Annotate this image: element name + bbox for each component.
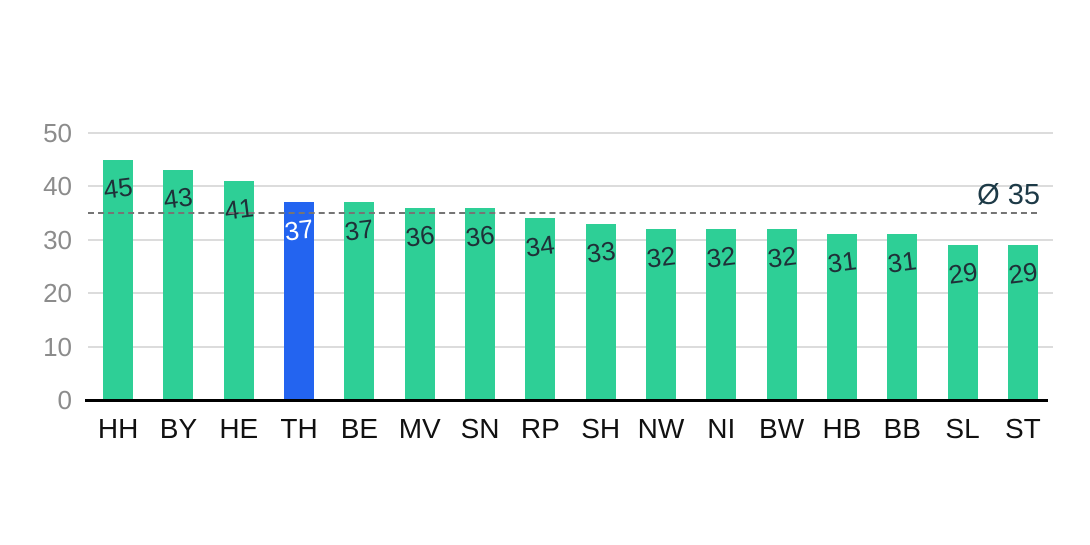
- bar-value-label-hb: 31: [825, 245, 859, 280]
- y-axis-tick-label: 40: [43, 171, 72, 202]
- bar-value-label-bb: 31: [886, 245, 919, 280]
- x-axis-label-nw: NW: [637, 413, 685, 444]
- bar-mv: [404, 207, 435, 400]
- bar-value-label-th: 37: [282, 213, 316, 248]
- bar-value-label-ni: 32: [705, 240, 738, 274]
- bar-sl: [947, 245, 978, 400]
- x-axis-label-sl: SL: [945, 413, 980, 444]
- x-axis-label-bw: BW: [759, 413, 805, 444]
- bar-sn: [465, 207, 496, 400]
- average-label: Ø 35: [977, 179, 1040, 212]
- bar-value-label-sl: 29: [946, 256, 979, 290]
- x-axis-label-sn: SN: [460, 413, 500, 444]
- bar-rp: [525, 218, 556, 400]
- x-axis-label-sh: SH: [581, 413, 621, 444]
- gridline-50: [88, 132, 1053, 134]
- x-axis-label-hh: HH: [97, 413, 139, 444]
- x-axis-label-st: ST: [1004, 413, 1041, 444]
- bar-st: [1007, 245, 1038, 400]
- bar-value-label-mv: 36: [403, 219, 436, 253]
- x-axis-label-th: TH: [280, 413, 318, 444]
- y-axis-tick-label: 0: [57, 385, 72, 415]
- x-axis-label-be: BE: [340, 413, 379, 444]
- x-axis-line: [85, 399, 1048, 402]
- bar-value-label-be: 37: [343, 213, 376, 248]
- bar-bb: [887, 234, 918, 400]
- bar-value-label-sh: 33: [584, 235, 617, 269]
- bar-sh: [585, 223, 616, 400]
- bar-value-label-sn: 36: [463, 219, 497, 253]
- bar-value-label-by: 43: [162, 181, 195, 216]
- bar-value-label-bw: 32: [765, 240, 798, 274]
- bar-ni: [706, 229, 737, 400]
- gridline-20: [88, 292, 1053, 295]
- bar-value-label-he: 41: [222, 192, 255, 226]
- x-axis-label-he: HE: [219, 413, 259, 444]
- bar-nw: [645, 229, 676, 400]
- y-axis-tick-label: 50: [43, 118, 72, 148]
- x-axis-label-hb: HB: [822, 413, 862, 444]
- bar-hh: [103, 159, 134, 400]
- y-axis-tick-label: 10: [43, 331, 72, 362]
- gridline-30: [88, 238, 1053, 241]
- bar-he: [223, 181, 254, 400]
- x-axis-label-bb: BB: [883, 413, 921, 444]
- bar-by: [163, 170, 194, 400]
- y-axis-tick-label: 20: [43, 278, 72, 309]
- gridline-40: [88, 185, 1053, 188]
- x-axis-label-ni: NI: [707, 413, 736, 444]
- bar-value-label-rp: 34: [524, 229, 557, 264]
- y-axis-tick-label: 30: [43, 224, 72, 255]
- x-axis-label-by: BY: [159, 413, 198, 444]
- bar-hb: [826, 234, 857, 400]
- bar-value-label-hh: 45: [101, 171, 135, 205]
- bar-bw: [766, 229, 797, 400]
- bar-be: [344, 202, 375, 400]
- bar-th: [284, 202, 315, 400]
- bar-value-label-st: 29: [1006, 256, 1040, 290]
- gridline-10: [88, 345, 1053, 348]
- x-axis-label-mv: MV: [398, 413, 441, 444]
- bar-value-label-nw: 32: [644, 240, 678, 274]
- x-axis-label-rp: RP: [520, 413, 560, 444]
- average-line: [88, 212, 1037, 215]
